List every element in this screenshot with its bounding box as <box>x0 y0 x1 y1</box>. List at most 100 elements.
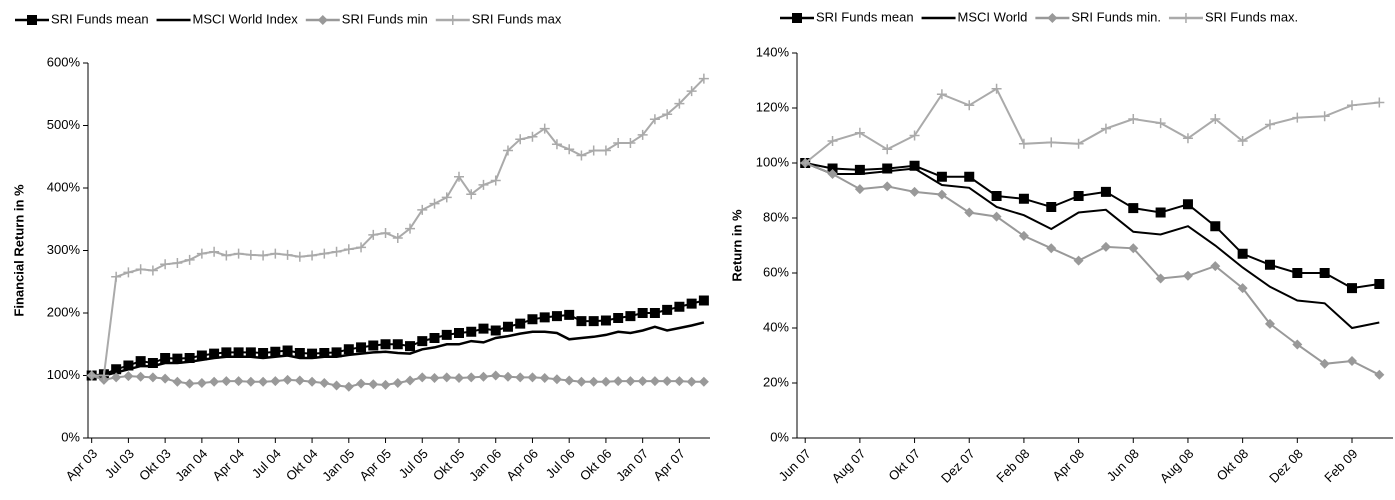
x-tick-label: Okt 04 <box>283 446 321 484</box>
data-point <box>111 271 122 282</box>
legend-marker <box>1047 13 1058 23</box>
y-tick-label: 120% <box>756 99 790 114</box>
data-point <box>356 342 367 353</box>
x-tick-label: Dez 07 <box>938 446 978 486</box>
data-point <box>527 131 538 142</box>
y-tick-label: 600% <box>47 54 81 69</box>
data-point <box>307 376 318 387</box>
x-tick-label: Jan 07 <box>613 446 651 484</box>
series-line <box>91 321 705 377</box>
x-tick-label: Jun 08 <box>1104 446 1142 484</box>
data-point <box>1100 123 1111 134</box>
data-point <box>368 340 379 351</box>
data-point <box>502 145 513 156</box>
data-point <box>429 333 440 343</box>
data-point <box>1128 203 1139 214</box>
legend-marker <box>1180 13 1191 23</box>
data-point <box>1046 202 1057 212</box>
x-tick-label: Feb 08 <box>993 446 1032 485</box>
data-point <box>882 181 893 192</box>
data-point <box>613 138 624 148</box>
data-point <box>600 145 611 156</box>
series-line <box>804 162 1380 376</box>
data-point <box>588 376 599 387</box>
series-line <box>805 162 1380 290</box>
data-point <box>564 309 575 320</box>
x-tick-label: Apr 05 <box>356 446 394 484</box>
legend-label: SRI Funds max. <box>1205 9 1298 24</box>
data-point <box>233 248 244 259</box>
data-point <box>854 184 865 195</box>
data-point <box>453 328 464 338</box>
data-point <box>490 370 501 381</box>
data-point <box>1155 207 1166 218</box>
data-point <box>662 109 673 120</box>
data-point <box>466 326 477 337</box>
data-point <box>392 339 403 350</box>
legend-marker <box>447 15 458 25</box>
x-tick-label: Apr 06 <box>503 446 541 484</box>
data-point <box>515 134 526 145</box>
y-tick-label: 20% <box>763 374 789 389</box>
data-point <box>343 244 354 255</box>
data-point <box>637 376 648 387</box>
y-tick-label: 60% <box>763 264 789 279</box>
data-point <box>1073 191 1084 201</box>
data-point <box>1319 358 1330 369</box>
data-point <box>564 375 575 386</box>
data-point <box>453 171 464 182</box>
data-point <box>86 370 97 381</box>
data-point <box>490 175 501 186</box>
data-point <box>1155 273 1166 284</box>
legend-marker <box>792 13 802 23</box>
data-point <box>588 145 599 156</box>
data-point <box>270 248 281 259</box>
data-point <box>1374 369 1385 380</box>
data-point <box>674 376 685 387</box>
data-point <box>270 376 281 387</box>
data-point <box>1182 270 1193 281</box>
data-point <box>368 379 379 390</box>
x-tick-label: Okt 05 <box>430 446 468 484</box>
data-point <box>356 378 367 389</box>
data-point <box>123 360 134 371</box>
y-tick-label: 100% <box>756 154 790 169</box>
data-point <box>576 150 587 161</box>
data-point <box>1319 111 1330 122</box>
data-point <box>429 198 440 209</box>
data-point <box>502 321 513 332</box>
data-point <box>827 169 838 179</box>
x-tick-label: Jul 05 <box>396 446 431 481</box>
data-point <box>1155 118 1166 129</box>
data-point <box>600 315 611 326</box>
data-point <box>111 372 122 383</box>
data-point <box>1210 261 1221 272</box>
data-point <box>1237 283 1248 294</box>
data-point <box>551 374 562 385</box>
data-point <box>1346 356 1357 366</box>
data-point <box>160 353 171 363</box>
data-point <box>135 371 146 382</box>
data-point <box>613 313 624 323</box>
data-point <box>221 250 232 261</box>
data-point <box>380 228 391 238</box>
legend-label: SRI Funds min. <box>1071 9 1161 24</box>
data-point <box>698 376 709 387</box>
data-point <box>625 311 636 322</box>
data-point <box>368 229 379 240</box>
data-point <box>441 192 452 203</box>
data-point <box>417 372 428 383</box>
x-tick-label: Jul 04 <box>249 446 284 481</box>
legend-label: SRI Funds mean <box>51 11 149 26</box>
data-point <box>319 248 330 259</box>
data-point <box>1319 268 1330 278</box>
series-line <box>91 77 705 377</box>
data-point <box>98 370 109 381</box>
data-point <box>936 89 947 100</box>
data-point <box>245 347 256 358</box>
y-tick-label: 200% <box>47 304 81 319</box>
data-point <box>527 372 538 383</box>
y-tick-label: 0% <box>61 429 80 444</box>
x-tick-label: Apr 08 <box>1049 446 1087 484</box>
data-point <box>331 246 342 257</box>
